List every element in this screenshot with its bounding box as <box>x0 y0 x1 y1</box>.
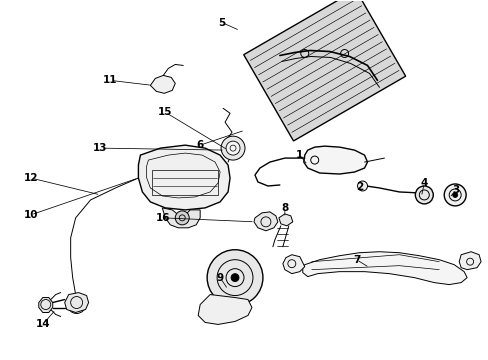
Polygon shape <box>282 255 304 274</box>
Polygon shape <box>278 214 292 226</box>
Text: 10: 10 <box>23 210 38 220</box>
Text: 5: 5 <box>218 18 225 28</box>
Polygon shape <box>243 0 405 141</box>
Polygon shape <box>458 252 480 270</box>
Circle shape <box>414 186 432 204</box>
Circle shape <box>207 250 263 306</box>
Polygon shape <box>150 75 175 93</box>
Circle shape <box>230 274 239 282</box>
Text: 6: 6 <box>196 140 203 150</box>
Circle shape <box>357 181 367 191</box>
Circle shape <box>443 184 465 206</box>
Polygon shape <box>162 208 200 228</box>
Text: 12: 12 <box>23 173 38 183</box>
Polygon shape <box>303 146 367 174</box>
Circle shape <box>221 136 244 160</box>
Circle shape <box>225 141 240 155</box>
Text: 1: 1 <box>296 150 303 160</box>
Circle shape <box>452 193 457 197</box>
Polygon shape <box>253 212 277 231</box>
Text: 2: 2 <box>355 182 363 192</box>
Polygon shape <box>39 298 53 312</box>
Text: 11: 11 <box>103 75 118 85</box>
Polygon shape <box>64 293 88 312</box>
Text: 3: 3 <box>451 185 459 195</box>
Polygon shape <box>198 294 251 324</box>
Polygon shape <box>302 252 466 285</box>
Circle shape <box>175 211 189 225</box>
Text: 16: 16 <box>156 213 170 223</box>
Text: 15: 15 <box>158 107 172 117</box>
Text: 14: 14 <box>36 319 50 329</box>
Text: 4: 4 <box>420 178 427 188</box>
Text: 7: 7 <box>352 255 360 265</box>
Polygon shape <box>138 145 229 210</box>
Text: 8: 8 <box>281 203 288 213</box>
Text: 9: 9 <box>216 273 223 283</box>
Text: 13: 13 <box>93 143 107 153</box>
